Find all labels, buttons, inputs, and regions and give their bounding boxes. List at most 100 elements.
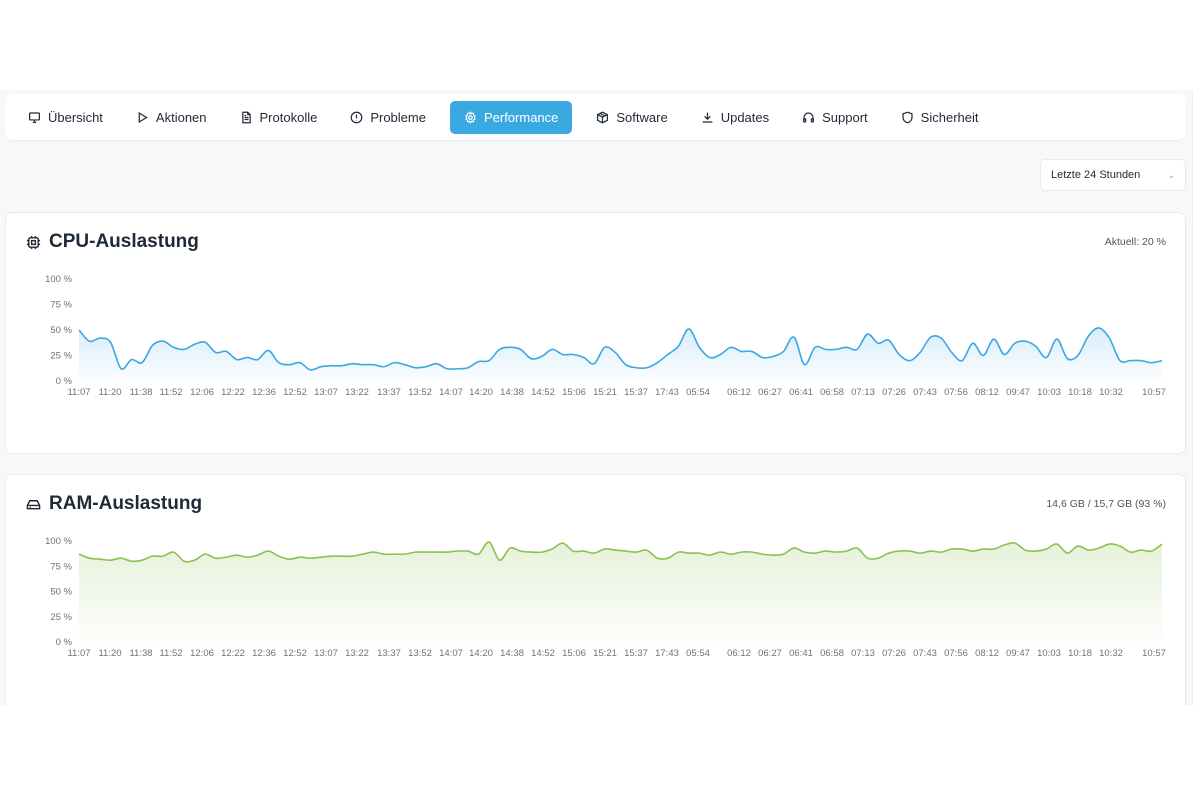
cpu-card: CPU-Auslastung Aktuell: 20 % 0 % 25 % 50 %… xyxy=(5,212,1186,454)
cpu-chart: 0 % 25 % 50 % 75 % 100 % 11:07 11:20 11:38 11:52… xyxy=(45,274,1166,398)
x-tick-label: 05:54 xyxy=(686,648,710,659)
x-tick-label: 06:41 xyxy=(789,648,813,659)
cpu-title: CPU-Auslastung xyxy=(49,231,199,252)
x-tick-label: 06:27 xyxy=(758,387,782,398)
x-tick-label: 10:18 xyxy=(1068,648,1092,659)
shield-icon xyxy=(902,111,913,123)
x-tick-label: 15:21 xyxy=(593,648,617,659)
ram-title: RAM-Auslastung xyxy=(49,493,203,514)
time-range-value: Letzte 24 Stunden xyxy=(1051,169,1141,181)
tab-protokolle[interactable]: Protokolle xyxy=(231,101,327,134)
x-tick-label: 13:52 xyxy=(408,648,432,659)
tab-aktionen[interactable]: Aktionen xyxy=(127,101,216,134)
x-tick-label: 08:12 xyxy=(975,387,999,398)
series-line xyxy=(78,327,1163,371)
tab-label: Performance xyxy=(483,109,559,125)
series-line xyxy=(78,541,1163,563)
x-tick-label: 15:06 xyxy=(562,648,586,659)
x-tick-label: 06:27 xyxy=(758,648,782,659)
x-tick-label: 12:36 xyxy=(252,387,276,398)
x-tick-label: 11:38 xyxy=(129,387,152,398)
x-tick-label: 07:56 xyxy=(944,648,968,659)
x-tick-label: 11:07 xyxy=(67,648,90,659)
tab-label: Probleme xyxy=(370,109,426,125)
x-tick-label: 10:32 xyxy=(1099,387,1123,398)
tab-bersicht[interactable]: Übersicht xyxy=(19,101,112,134)
x-tick-label: 12:06 xyxy=(190,387,214,398)
performance-view: Übersicht Aktionen Protokolle Probleme Perfo… xyxy=(0,90,1193,705)
tab-label: Updates xyxy=(720,109,770,125)
x-tick-label: 06:41 xyxy=(789,387,813,398)
x-tick-label: 12:22 xyxy=(221,387,245,398)
y-tick-label: 50 % xyxy=(50,587,72,598)
x-tick-label: 07:43 xyxy=(913,387,937,398)
gear-icon xyxy=(465,110,476,124)
series-area xyxy=(79,327,1162,381)
x-tick-label: 10:57 xyxy=(1142,387,1166,398)
cpu-icon xyxy=(26,235,41,249)
tab-label: Aktionen xyxy=(155,109,207,125)
tab-bar: Übersicht Aktionen Protokolle Probleme Perfo… xyxy=(5,94,1186,140)
x-tick-label: 10:03 xyxy=(1037,648,1061,659)
tab-probleme[interactable]: Probleme xyxy=(341,101,435,134)
tab-updates[interactable]: Updates xyxy=(692,101,778,134)
ram-chart: 0 % 25 % 50 % 75 % 100 % 11:07 11:20 11:38 11:52… xyxy=(45,536,1166,659)
x-tick-label: 08:12 xyxy=(975,648,999,659)
x-tick-label: 10:57 xyxy=(1142,648,1166,659)
tab-label: Protokolle xyxy=(259,109,318,125)
x-tick-label: 13:22 xyxy=(345,648,369,659)
y-tick-label: 100 % xyxy=(45,536,72,547)
x-tick-label: 14:20 xyxy=(469,387,493,398)
tab-sicherheit[interactable]: Sicherheit xyxy=(892,101,988,134)
y-tick-label: 75 % xyxy=(50,561,72,572)
x-tick-label: 07:13 xyxy=(851,648,875,659)
tab-label: Support xyxy=(822,109,868,125)
play-icon xyxy=(138,111,148,123)
x-tick-label: 14:38 xyxy=(500,648,524,659)
x-tick-label: 13:52 xyxy=(408,387,432,398)
x-tick-label: 14:20 xyxy=(469,648,493,659)
tab-label: Sicherheit xyxy=(920,109,979,125)
file-text-icon xyxy=(241,111,251,123)
x-tick-label: 12:52 xyxy=(283,648,307,659)
package-icon xyxy=(597,111,609,123)
monitor-icon xyxy=(29,111,40,123)
x-tick-label: 12:22 xyxy=(221,648,245,659)
x-tick-label: 15:06 xyxy=(562,387,586,398)
x-tick-label: 12:36 xyxy=(252,648,276,659)
y-tick-label: 25 % xyxy=(50,612,72,623)
x-tick-label: 09:47 xyxy=(1006,387,1030,398)
x-tick-label: 13:37 xyxy=(377,648,401,659)
time-range-select[interactable]: Letzte 24 Stunden ⌄ xyxy=(1040,159,1186,191)
series-area xyxy=(79,541,1162,642)
x-tick-label: 14:07 xyxy=(439,648,463,659)
cpu-current-value: Aktuell: 20 % xyxy=(1104,236,1166,248)
x-tick-label: 06:12 xyxy=(727,648,751,659)
x-tick-label: 14:38 xyxy=(500,387,524,398)
x-tick-label: 17:43 xyxy=(655,387,679,398)
hard-drive-icon xyxy=(26,499,41,509)
tab-support[interactable]: Support xyxy=(793,101,877,134)
x-tick-label: 12:06 xyxy=(190,648,214,659)
x-tick-label: 12:52 xyxy=(283,387,307,398)
y-tick-label: 25 % xyxy=(50,351,72,362)
x-tick-label: 13:07 xyxy=(314,648,338,659)
x-tick-label: 15:21 xyxy=(593,387,617,398)
y-tick-label: 0 % xyxy=(56,376,73,387)
x-tick-label: 11:07 xyxy=(67,387,90,398)
x-tick-label: 07:56 xyxy=(944,387,968,398)
tab-label: Software xyxy=(616,109,668,125)
tab-software[interactable]: Software xyxy=(587,101,676,134)
x-tick-label: 14:52 xyxy=(531,387,555,398)
tab-label: Übersicht xyxy=(48,109,103,125)
y-tick-label: 100 % xyxy=(45,274,72,285)
x-tick-label: 11:52 xyxy=(159,648,182,659)
x-tick-label: 07:13 xyxy=(851,387,875,398)
x-tick-label: 10:18 xyxy=(1068,387,1092,398)
cpu-card-title: CPU-Auslastung xyxy=(26,231,199,253)
x-tick-label: 11:20 xyxy=(98,648,121,659)
tab-performance[interactable]: Performance xyxy=(449,100,573,134)
x-tick-label: 14:52 xyxy=(531,648,555,659)
x-tick-label: 13:37 xyxy=(377,387,401,398)
x-tick-label: 09:47 xyxy=(1006,648,1030,659)
